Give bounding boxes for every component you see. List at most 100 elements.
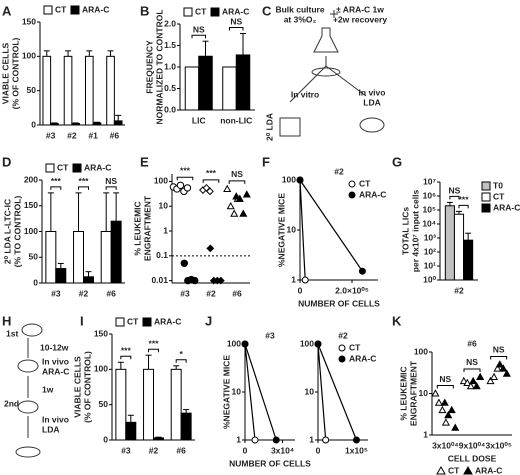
y-tick-label: 100 — [300, 338, 314, 348]
point — [451, 423, 460, 431]
point — [444, 410, 453, 419]
point — [239, 209, 248, 217]
x-tick-label: #6 — [232, 288, 242, 298]
diagram-text: In vivo — [42, 356, 69, 366]
plate-icon — [279, 117, 301, 137]
y-axis-label: VIABLE CELLS — [72, 356, 82, 418]
y-tick-label: 1 — [291, 274, 296, 284]
point — [438, 405, 447, 414]
line — [244, 343, 256, 441]
bracket — [50, 186, 62, 190]
plot-title: #2 — [334, 166, 344, 176]
diagram-text: +2w recovery — [333, 14, 387, 24]
y-tick-label: 1 — [309, 434, 314, 444]
annotation: NS — [493, 345, 505, 355]
point — [230, 209, 239, 217]
line — [299, 179, 363, 272]
annotation: * — [180, 349, 184, 359]
y-axis-label: (% OF CONTROL) — [82, 351, 92, 423]
plot-title: #3 — [265, 330, 275, 340]
point — [314, 340, 322, 348]
bar — [143, 368, 154, 441]
diagram-text: ARA-C — [42, 366, 69, 376]
legend-label: T0 — [493, 180, 503, 190]
bracket — [175, 359, 187, 363]
bar — [235, 54, 251, 111]
point — [235, 194, 244, 202]
x-tick-label: #2 — [206, 288, 216, 298]
dish-icon — [15, 446, 41, 458]
diagram-text: 1w — [42, 384, 54, 394]
point — [466, 381, 475, 390]
y-tick-label: 100 — [154, 176, 168, 186]
diagram-text: LDA — [363, 97, 380, 107]
point — [322, 436, 330, 444]
panel-label: G — [392, 154, 402, 169]
legend-label: CT — [55, 4, 67, 14]
legend-swatch — [338, 355, 346, 363]
y-tick-label: 100 — [94, 364, 108, 374]
bar — [453, 213, 465, 281]
point — [216, 276, 225, 285]
legend-label: ARA-C — [82, 4, 109, 14]
x-tick-label: #2 — [79, 288, 89, 298]
annotation: *** — [149, 338, 160, 348]
point — [489, 372, 499, 381]
diagram-text: at 3%O₂ — [284, 14, 317, 24]
legend-swatch — [338, 344, 346, 352]
y-axis-label: 2⁰ LDA L-LTC-IC — [2, 199, 12, 264]
bracket — [458, 204, 469, 209]
x-tick-label: #1 — [88, 130, 98, 140]
y-tick-label: 0.01 — [151, 275, 168, 285]
mouse-icon — [21, 323, 43, 337]
legend-swatch — [481, 192, 491, 202]
dish-icon — [311, 67, 341, 77]
y-tick-label: 200 — [24, 174, 38, 184]
mouse-icon — [17, 359, 39, 373]
annotation: *** — [121, 346, 132, 356]
x-tick-label: 3x10⁰⁵ — [486, 440, 512, 450]
legend-label: CT — [57, 162, 69, 172]
y-tick-label: 10 — [419, 388, 429, 398]
y-tick-label: 10⁴ — [422, 218, 436, 228]
diagram-text: 10-12w — [40, 342, 69, 352]
diagram-text: LDA — [42, 424, 59, 434]
panel-label: J — [205, 313, 212, 328]
legend-label: ARA-C — [154, 316, 181, 326]
bar — [106, 55, 115, 126]
point — [241, 340, 249, 348]
flask-icon — [313, 10, 339, 53]
point — [272, 436, 280, 444]
bracket — [78, 186, 89, 190]
x-tick-label: 3x10⁴ — [271, 445, 294, 455]
line — [317, 343, 358, 441]
x-tick-label: #3 — [180, 288, 190, 298]
point — [441, 418, 450, 426]
y-tick-label: 100 — [227, 338, 241, 348]
x-tick-label: 2.0×10⁰⁵ — [335, 285, 369, 295]
y-axis-label: VIABLE CELLS — [0, 42, 10, 104]
y-tick-label: 0.1 — [156, 250, 168, 260]
panel-label: B — [140, 3, 149, 18]
x-tick-label: non-LIC — [220, 115, 252, 125]
y-tick-label: 10² — [424, 246, 436, 256]
panel-label: A — [2, 3, 12, 18]
annotation: NS — [193, 24, 205, 34]
point — [242, 190, 251, 198]
point — [183, 184, 192, 192]
bar — [55, 268, 67, 284]
bar — [84, 55, 94, 126]
y-tick-label: 150 — [22, 16, 36, 26]
point — [226, 202, 235, 210]
y-axis-label: (% TO CONTROL) — [12, 196, 22, 268]
x-tick-label: #6 — [176, 445, 186, 455]
diagram-text: In vivo — [359, 87, 386, 97]
y-tick-label: 2.0 — [164, 18, 176, 28]
legend-swatch — [43, 5, 53, 15]
y-axis-label: per 4x10⁷ input cells — [410, 190, 420, 273]
mouse-icon — [17, 400, 39, 414]
line — [317, 343, 327, 441]
x-tick-label: #3 — [121, 445, 131, 455]
panel-label: K — [392, 313, 402, 328]
